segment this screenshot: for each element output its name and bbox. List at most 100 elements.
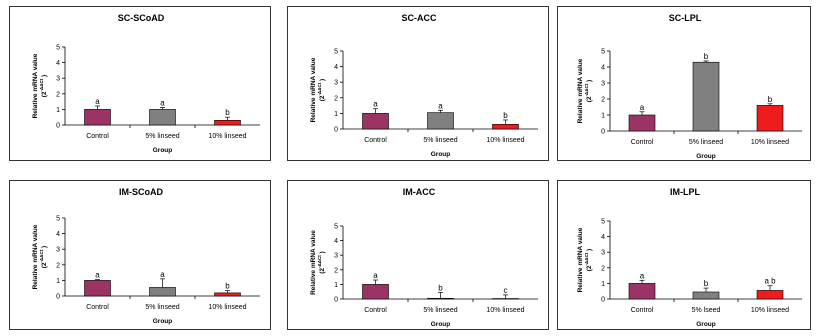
significance-label: a [160,270,165,279]
y-tick-label: 1 [56,107,60,114]
x-axis-label: Group [431,151,451,158]
x-tick-label: 5% lseed [692,307,721,314]
significance-label: b [225,282,230,291]
bar [84,109,111,126]
bar [427,112,454,130]
y-tick-label: 4 [334,64,338,71]
chart-panel-im-acc: IM-ACC 0 1 2 3 4 5 Relative mRNA value (2-ΔΔCt )… [287,180,549,330]
chart-panel-im-lpl: IM-LPL 0 1 2 3 4 5 Relative mRNA value (2-ΔΔCt )… [557,180,811,330]
bar [214,120,241,126]
y-axis-label: Relative mRNA value [32,53,39,118]
significance-label: a [95,97,100,106]
bar [362,113,389,130]
y-axis-label-formula: (2-ΔΔCt ) [317,251,326,273]
significance-label: a [640,103,645,112]
chart-svg: SC-ACC 0 1 2 3 4 5 Relative mRNA value (2-ΔΔCt )… [310,13,538,158]
chart-svg: IM-ACC 0 1 2 3 4 5 Relative mRNA value (2-ΔΔCt )… [310,187,538,328]
y-axis-label-exponent: -ΔΔCt [317,255,322,268]
y-axis-label-close: ) [586,249,593,253]
x-tick-label: Control [631,139,654,146]
bar [492,124,519,130]
x-tick-label: 10% linseed [486,137,524,144]
chart-svg: SC-SCoAD 0 1 2 3 4 5 Relative mRNA value (2-ΔΔCt… [32,13,260,154]
significance-label: a [160,99,165,108]
x-axis-label: Group [153,147,173,154]
significance-label: b [704,279,709,288]
significance-label: a [95,271,100,280]
y-axis-label-close: ) [586,80,593,84]
bar [756,105,784,132]
bar [149,287,176,297]
bar [214,292,241,297]
x-axis-label: Group [696,153,716,160]
x-tick-label: Control [364,137,387,144]
x-tick-label: Control [86,133,109,140]
chart-title: IM-LPL [670,187,700,197]
y-tick-label: 1 [334,111,338,118]
y-axis-label-exponent: -ΔΔCt [584,83,589,96]
y-tick-label: 5 [601,219,605,226]
significance-label: b [704,52,709,61]
y-axis-label-base: (2 [41,262,48,268]
y-tick-label: 2 [334,267,338,274]
y-tick-label: 3 [601,81,605,88]
y-tick-label: 0 [601,297,605,304]
x-tick-label: 10% linseed [751,139,789,146]
x-tick-label: Control [631,307,654,314]
x-tick-label: 5% linseed [423,137,457,144]
chart-title: SC-LPL [669,13,702,23]
bar [427,297,454,300]
chart-title: SC-ACC [402,13,437,23]
y-axis-label: Relative mRNA value [310,57,317,122]
y-tick-label: 0 [601,129,605,136]
chart-svg: IM-SCoAD 0 1 2 3 4 5 Relative mRNA value (2-ΔΔCt… [32,187,260,325]
y-axis-label: Relative mRNA value [577,58,584,123]
y-axis-label-base: (2 [319,95,326,101]
y-axis-label-base: (2 [586,96,593,102]
x-tick-label: 10% linseed [751,307,789,314]
significance-label: b [503,111,508,120]
y-tick-label: 5 [334,224,338,231]
y-tick-label: 4 [56,60,60,67]
y-tick-label: 1 [601,281,605,288]
y-axis-label: Relative mRNA value [32,224,39,289]
significance-label: a [438,101,443,110]
chart-panel-sc-lpl: SC-LPL 0 1 2 3 4 5 Relative mRNA value (2-ΔΔCt )… [557,6,811,161]
x-tick-label: 5% linseed [689,139,723,146]
x-axis-label: Group [153,318,173,325]
bar [362,284,389,300]
chart-title: IM-SCoAD [119,187,163,197]
bar [756,290,784,300]
significance-label: a [640,271,645,280]
bar [692,291,720,300]
y-tick-label: 2 [56,91,60,98]
y-axis-label: Relative mRNA value [310,230,317,295]
y-axis-label-formula: (2-ΔΔCt ) [584,249,593,271]
significance-label: b [225,108,230,117]
y-axis-label-formula: (2-ΔΔCt ) [39,75,48,97]
bar [628,283,656,300]
y-tick-label: 4 [334,238,338,245]
x-axis-label: Group [431,321,451,328]
y-tick-label: 5 [56,45,60,52]
y-tick-label: 3 [334,253,338,260]
y-tick-label: 3 [56,76,60,83]
y-axis-label-exponent: -ΔΔCt [584,252,589,265]
x-tick-label: Control [364,307,387,314]
significance-label: c [504,286,508,295]
chart-svg: IM-LPL 0 1 2 3 4 5 Relative mRNA value (2-ΔΔCt )… [577,187,802,328]
y-tick-label: 0 [56,123,60,130]
y-tick-label: 0 [334,297,338,304]
y-tick-label: 0 [334,127,338,134]
y-axis-label-close: ) [319,79,326,83]
y-axis-label-formula: (2-ΔΔCt ) [584,80,593,102]
y-tick-label: 0 [56,294,60,301]
y-tick-label: 5 [334,49,338,56]
chart-title: IM-ACC [403,187,436,197]
x-tick-label: 10% linseed [208,133,246,140]
y-tick-label: 3 [56,247,60,254]
x-tick-label: 5% linseed [145,133,179,140]
significance-label: b [768,95,773,104]
y-axis-label-base: (2 [41,91,48,97]
x-axis-label: Group [696,321,716,328]
